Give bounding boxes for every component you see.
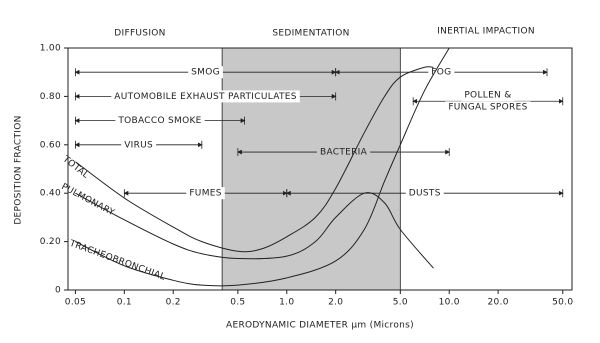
x-axis-label: AERODYNAMIC DIAMETER µm (Microns)	[226, 321, 414, 331]
label-bg	[121, 138, 157, 151]
range-label: TOBACCO SMOKE	[117, 116, 201, 126]
label-bg	[115, 114, 205, 127]
x-tick-label: 1.0	[279, 298, 294, 308]
range-label: FOG	[431, 68, 451, 78]
range-label: POLLEN &	[464, 91, 511, 101]
x-tick-label: 0.1	[117, 298, 132, 308]
label-bg	[405, 187, 444, 200]
y-tick-label: 1.00	[40, 44, 61, 54]
range-label: DUSTS	[409, 189, 441, 199]
plot-frame	[67, 47, 573, 291]
x-tick-label: 20.0	[487, 298, 508, 308]
curve	[75, 66, 434, 253]
x-tick-label: 10.0	[439, 298, 460, 308]
curve	[75, 47, 450, 287]
y-tick-label: 0.80	[40, 92, 61, 102]
label-bg	[461, 89, 515, 102]
region-label: SEDIMENTATION	[272, 29, 349, 39]
range-label: FUMES	[189, 189, 221, 199]
y-axis-label: DEPOSITION FRACTION	[14, 115, 24, 224]
label-bg	[428, 66, 455, 79]
region-label: DIFFUSION	[114, 29, 165, 39]
x-tick-label: 2.0	[328, 298, 343, 308]
y-tick-label: 0.20	[40, 237, 61, 247]
x-tick-label: 5.0	[393, 298, 408, 308]
y-tick-label: 0.60	[40, 140, 61, 150]
label-bg	[188, 66, 223, 79]
curve	[75, 192, 434, 269]
range-label: AUTOMOBILE EXHAUST PARTICULATES	[114, 92, 297, 102]
shaded-region	[221, 47, 401, 291]
x-tick-label: 0.5	[230, 298, 245, 308]
range-label: FUNGAL SPORES	[448, 103, 527, 113]
label-bg	[111, 90, 300, 103]
label-bg	[186, 187, 225, 200]
y-tick-label: 0.40	[40, 189, 61, 199]
x-tick-label: 0.05	[65, 298, 86, 308]
x-tick-label: 50.0	[552, 298, 573, 308]
y-tick-label: 0	[55, 286, 61, 296]
range-label: SMOG	[191, 68, 220, 78]
range-label: BACTERIA	[320, 148, 368, 158]
label-bg	[445, 101, 531, 114]
label-bg	[316, 146, 371, 159]
region-label: INERTIAL IMPACTION	[437, 27, 535, 37]
x-tick-label: 0.2	[166, 298, 181, 308]
series-label: TOTAL	[60, 154, 91, 181]
series-label: TRACHEOBRONCHIAL	[67, 238, 166, 282]
range-label: VIRUS	[124, 140, 153, 150]
